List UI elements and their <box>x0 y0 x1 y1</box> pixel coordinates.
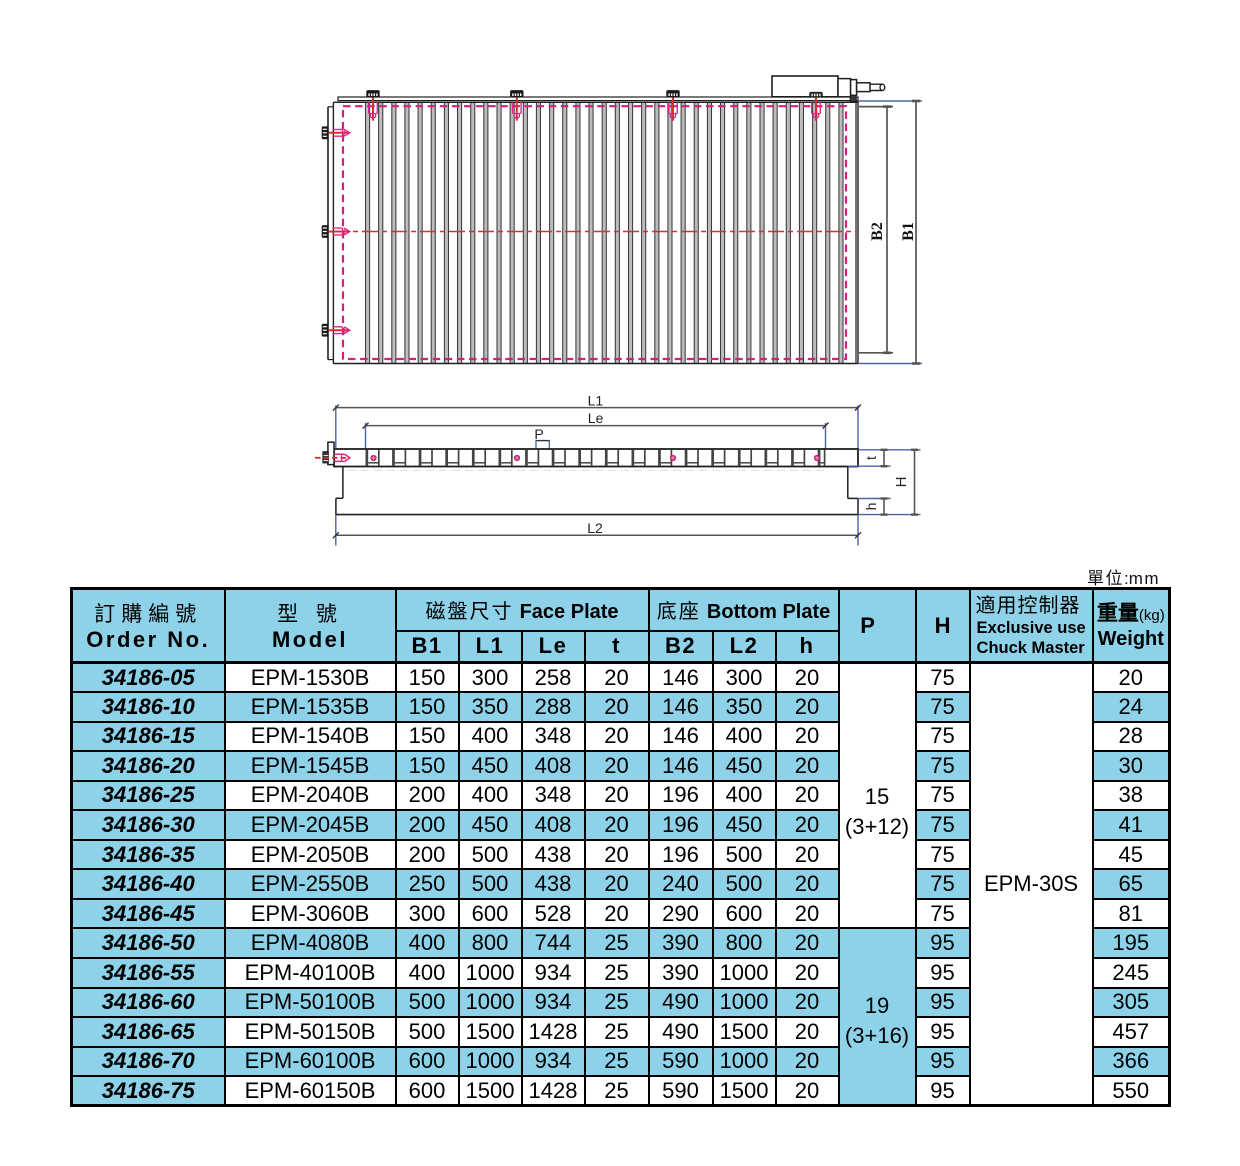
svg-text:L1: L1 <box>588 393 604 409</box>
svg-text:L2: L2 <box>587 520 603 536</box>
svg-text:h: h <box>863 503 879 511</box>
svg-text:Le: Le <box>588 410 604 426</box>
svg-text:t: t <box>863 456 879 460</box>
svg-text:P: P <box>534 426 543 442</box>
svg-text:B1: B1 <box>900 222 917 241</box>
svg-text:H: H <box>893 477 910 488</box>
svg-text:B2: B2 <box>869 222 886 241</box>
